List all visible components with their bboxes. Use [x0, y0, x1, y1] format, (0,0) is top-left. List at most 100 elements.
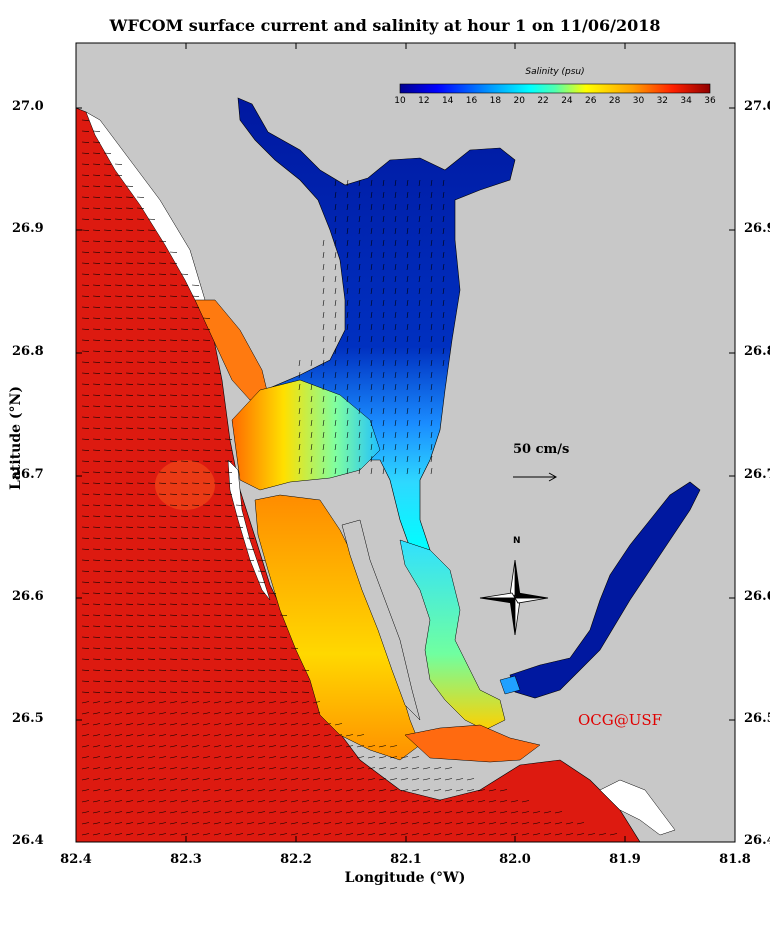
current-vector: [202, 647, 211, 649]
current-vector: [158, 701, 167, 704]
current-vector: [92, 712, 101, 715]
current-vector: [191, 811, 200, 814]
current-vector: [455, 789, 464, 792]
current-vector: [125, 614, 134, 616]
current-vector: [81, 603, 90, 605]
current-vector: [430, 431, 433, 439]
current-vector: [158, 350, 167, 352]
current-vector: [158, 680, 167, 682]
current-vector: [312, 800, 321, 803]
current-vector: [103, 317, 112, 319]
x-tick-label: 81.9: [609, 852, 641, 867]
current-vector: [213, 680, 222, 682]
current-vector: [422, 811, 431, 814]
current-vector: [345, 756, 354, 759]
current-vector: [543, 822, 552, 825]
current-vector: [268, 592, 277, 594]
current-vector: [358, 311, 361, 319]
current-vector: [322, 443, 325, 451]
current-vector: [323, 822, 332, 825]
current-vector: [169, 427, 178, 429]
current-vector: [257, 767, 266, 770]
current-vector: [114, 559, 123, 561]
current-vector: [92, 482, 101, 484]
current-vector: [136, 328, 145, 330]
current-vector: [147, 515, 156, 517]
current-vector: [382, 251, 385, 259]
current-vector: [136, 778, 145, 781]
current-vector: [81, 482, 90, 484]
current-vector: [103, 306, 112, 308]
current-vector: [455, 822, 464, 825]
current-vector: [430, 287, 433, 295]
current-vector: [246, 680, 255, 682]
current-vector: [444, 789, 453, 792]
current-vector: [92, 493, 101, 495]
current-vector: [442, 275, 445, 283]
current-vector: [191, 669, 200, 671]
colorbar-label: 18: [489, 96, 502, 106]
current-vector: [543, 811, 552, 814]
current-vector: [92, 460, 101, 462]
current-vector: [169, 581, 178, 583]
current-vector: [114, 251, 123, 253]
current-vector: [257, 822, 266, 825]
current-vector: [312, 811, 321, 814]
current-vector: [103, 163, 112, 165]
current-vector: [257, 756, 266, 759]
scale-arrow: [513, 472, 558, 482]
current-vector: [246, 592, 255, 594]
current-vector: [103, 712, 112, 715]
current-vector: [279, 822, 288, 825]
current-vector: [103, 361, 112, 363]
current-vector: [235, 559, 244, 561]
current-vector: [279, 669, 288, 671]
current-vector: [169, 482, 178, 484]
current-vector: [345, 800, 354, 803]
current-vector: [92, 537, 101, 539]
current-vector: [257, 778, 266, 781]
current-vector: [235, 800, 244, 803]
current-vector: [81, 559, 90, 561]
current-vector: [346, 275, 349, 283]
current-vector: [213, 745, 222, 748]
current-vector: [169, 800, 178, 803]
current-vector: [406, 179, 409, 187]
current-vector: [346, 191, 349, 199]
current-vector: [411, 800, 420, 803]
current-vector: [92, 691, 101, 693]
current-vector: [301, 789, 310, 792]
current-vector: [169, 537, 178, 539]
current-vector: [103, 526, 112, 528]
current-vector: [125, 493, 134, 495]
current-vector: [81, 163, 90, 165]
current-vector: [418, 371, 421, 379]
current-vector: [202, 493, 211, 495]
current-vector: [180, 471, 189, 473]
current-vector: [136, 251, 145, 253]
current-vector: [290, 778, 299, 781]
colorbar-label: 34: [680, 96, 692, 106]
current-vector: [125, 680, 134, 682]
current-vector: [235, 625, 244, 627]
current-vector: [103, 734, 112, 737]
current-vector: [334, 359, 337, 367]
current-vector: [158, 658, 167, 660]
current-vector: [290, 669, 299, 671]
current-vector: [180, 723, 189, 726]
current-vector: [202, 778, 211, 781]
current-vector: [136, 196, 145, 198]
current-vector: [301, 723, 310, 726]
current-vector: [92, 723, 101, 726]
current-vector: [257, 625, 266, 627]
current-vector: [499, 800, 508, 803]
current-vector: [521, 800, 530, 803]
current-vector: [191, 723, 200, 726]
current-vector: [246, 811, 255, 814]
current-vector: [92, 636, 101, 638]
current-vector: [224, 669, 233, 671]
current-vector: [147, 416, 156, 418]
current-vector: [81, 647, 90, 649]
current-vector: [418, 467, 421, 475]
current-vector: [322, 263, 325, 271]
